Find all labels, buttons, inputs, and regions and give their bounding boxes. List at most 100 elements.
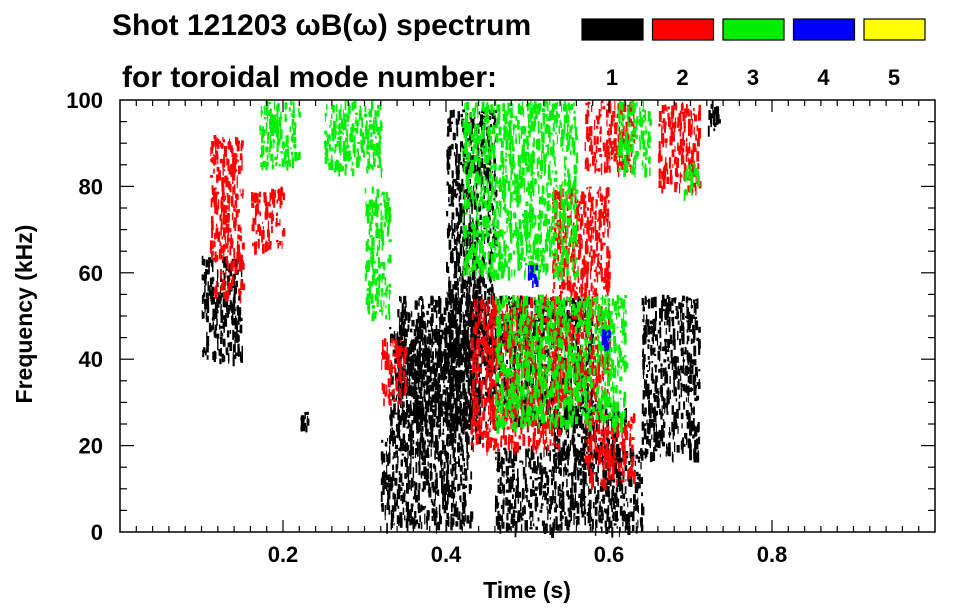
mode-1-point — [450, 468, 452, 475]
mode-1-point — [502, 484, 506, 494]
mode-1-point — [620, 477, 622, 488]
mode-1-point — [389, 482, 393, 492]
mode-1-point — [520, 524, 523, 533]
mode-1-point — [429, 420, 433, 430]
mode-1-point — [554, 445, 558, 450]
mode-1-point — [528, 448, 530, 452]
mode-1-point — [425, 410, 428, 414]
mode-1-point — [608, 498, 612, 503]
mode-1-point — [399, 295, 401, 302]
mode-1-point — [451, 506, 453, 513]
mode-1-point — [232, 273, 236, 279]
mode-1-point — [564, 516, 568, 526]
mode-1-point — [415, 375, 417, 379]
mode-1-point — [463, 493, 466, 504]
mode-1-point — [603, 470, 607, 481]
mode-1-point — [660, 341, 662, 352]
mode-1-point — [472, 287, 475, 294]
mode-1-point — [642, 306, 646, 312]
mode-1-point — [408, 385, 412, 397]
mode-1-point — [229, 330, 232, 334]
mode-1-point — [409, 480, 411, 490]
mode-1-point — [564, 512, 566, 515]
mode-1-point — [463, 402, 465, 413]
mode-1-point — [443, 384, 446, 388]
mode-1-point — [459, 519, 463, 530]
mode-1-point — [641, 437, 644, 445]
mode-2-point — [231, 145, 233, 154]
mode-1-point — [677, 365, 680, 375]
mode-1-point — [478, 297, 481, 302]
mode-2-point — [231, 163, 234, 173]
mode-1-point — [611, 489, 614, 500]
mode-1-point — [391, 409, 394, 418]
mode-2-point — [229, 245, 232, 256]
mode-1-point — [473, 294, 477, 297]
mode-1-point — [405, 458, 408, 467]
mode-1-point — [489, 155, 491, 166]
mode-1-point — [454, 322, 457, 329]
mode-1-point — [547, 348, 550, 358]
mode-1-point — [469, 295, 471, 305]
mode-1-point — [460, 391, 462, 400]
mode-1-point — [613, 485, 615, 489]
mode-1-point — [437, 521, 441, 531]
mode-1-point — [415, 319, 418, 329]
mode-1-point — [588, 523, 592, 526]
mode-1-point — [424, 363, 427, 368]
mode-1-point — [656, 337, 659, 346]
mode-1-point — [457, 160, 460, 164]
mode-1-point — [520, 309, 523, 317]
mode-1-point — [420, 331, 422, 338]
mode-1-point — [470, 306, 473, 315]
mode-1-point — [404, 338, 407, 346]
mode-1-point — [673, 378, 675, 387]
mode-1-point — [504, 447, 506, 455]
mode-1-point — [497, 502, 499, 508]
mode-1-point — [575, 519, 578, 526]
mode-1-point — [680, 412, 684, 420]
mode-1-point — [419, 360, 423, 368]
mode-1-point — [643, 354, 646, 363]
mode-1-point — [436, 337, 439, 346]
mode-1-point — [415, 441, 418, 446]
mode-1-point — [466, 245, 468, 248]
mode-1-point — [619, 459, 623, 464]
mode-1-point — [417, 406, 419, 411]
mode-1-point — [438, 299, 440, 308]
mode-1-point — [420, 504, 423, 510]
mode-1-point — [451, 314, 454, 325]
mode-1-point — [461, 293, 465, 298]
mode-1-point — [462, 278, 464, 282]
mode-1-point — [460, 298, 463, 305]
mode-1-point — [448, 150, 452, 157]
mode-1-point — [545, 471, 548, 478]
mode-1-point — [425, 426, 427, 430]
mode-1-point — [654, 364, 657, 373]
mode-1-point — [404, 328, 408, 338]
mode-1-point — [452, 321, 456, 325]
mode-1-point — [472, 308, 475, 313]
mode-1-point — [675, 306, 678, 311]
legend-label-2: 2 — [676, 65, 688, 90]
mode-1-point — [467, 327, 470, 331]
mode-1-point — [446, 291, 448, 295]
mode-1-point — [645, 374, 649, 379]
mode-1-point — [392, 492, 395, 500]
mode-1-point — [434, 491, 436, 501]
mode-2-point — [220, 287, 224, 291]
mode-1-point — [212, 261, 214, 272]
mode-2-point — [231, 278, 235, 287]
mode-1-point — [681, 334, 685, 345]
mode-1-point — [452, 493, 456, 498]
mode-1-point — [218, 349, 221, 356]
mode-1-point — [420, 368, 422, 376]
mode-1-point — [438, 384, 441, 393]
mode-1-point — [427, 358, 430, 366]
mode-1-point — [648, 400, 650, 411]
mode-2-point — [231, 212, 234, 221]
mode-1-point — [446, 464, 450, 474]
mode-1-point — [494, 328, 497, 338]
mode-1-point — [655, 410, 658, 416]
mode-1-point — [414, 339, 416, 351]
